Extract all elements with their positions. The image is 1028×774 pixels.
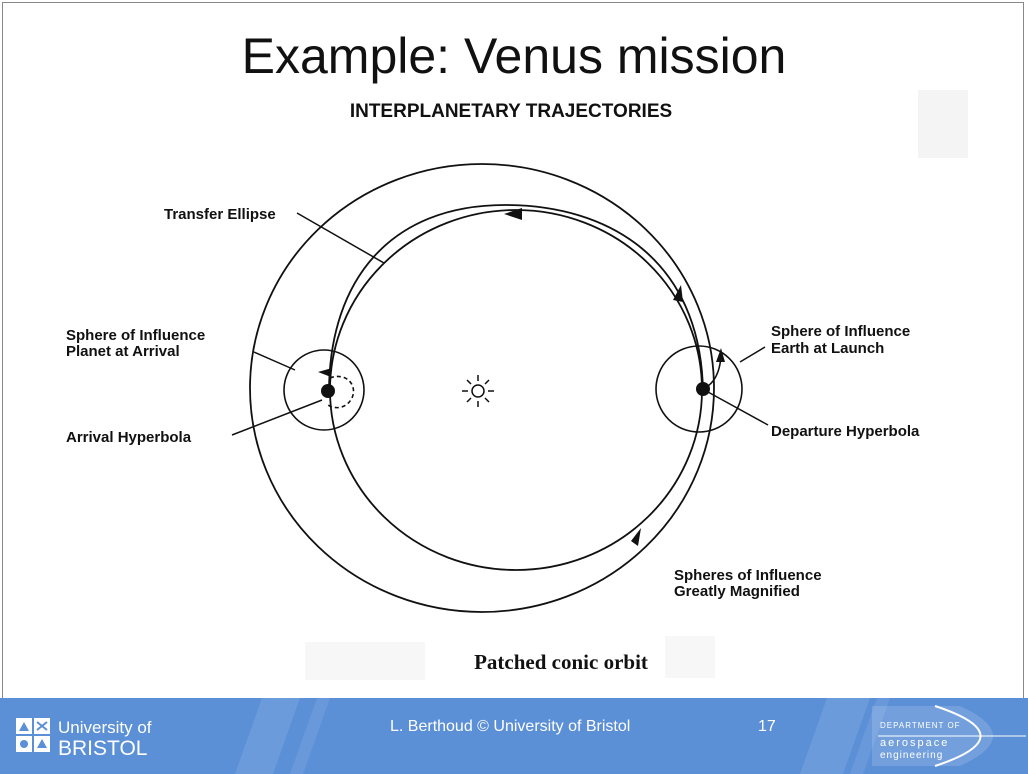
university-name-line2: BRISTOL (58, 737, 147, 760)
venus-planet (321, 384, 335, 398)
scan-artifact (305, 642, 425, 680)
label-soi-launch-1: Sphere of Influence (771, 323, 910, 340)
arrival-arrow (318, 368, 332, 377)
earth-orbit (250, 164, 714, 612)
leader-departure-hyperbola (708, 392, 768, 425)
venus-orbit-arrow (673, 285, 683, 302)
footer-graphics: University of BRISTOL L. Berthoud © Univ… (0, 698, 1028, 774)
diagram-heading: INTERPLANETARY TRAJECTORIES (350, 101, 672, 122)
label-soi-arrival-1: Sphere of Influence (66, 327, 205, 344)
sun-icon (462, 375, 494, 407)
slide-number: 17 (758, 718, 776, 735)
department-line2: aerospace (880, 737, 949, 749)
department-line3: engineering (880, 750, 943, 761)
label-departure-hyperbola: Departure Hyperbola (771, 423, 920, 440)
trajectory-diagram: INTERPLANETARY TRAJECTORIES (0, 0, 1028, 698)
scan-artifact (918, 90, 968, 158)
university-name-line1: University of (58, 718, 152, 737)
footer-credit: L. Berthoud © University of Bristol (390, 718, 630, 735)
label-spheres-2: Greatly Magnified (674, 583, 800, 600)
department-line1: DEPARTMENT OF (880, 721, 961, 730)
label-soi-arrival-2: Planet at Arrival (66, 343, 180, 360)
leader-soi-arrival (254, 352, 295, 370)
label-transfer-ellipse: Transfer Ellipse (164, 206, 276, 223)
leader-soi-launch (740, 347, 765, 362)
diagram-caption: Patched conic orbit (474, 650, 648, 674)
scan-artifact (665, 636, 715, 678)
earth-planet (696, 382, 710, 396)
label-arrival-hyperbola: Arrival Hyperbola (66, 429, 192, 446)
label-soi-launch-2: Earth at Launch (771, 340, 884, 357)
transfer-ellipse-path (329, 205, 703, 390)
label-spheres-1: Spheres of Influence (674, 567, 822, 584)
leader-arrival-hyperbola (232, 400, 322, 435)
venus-orbit (330, 210, 702, 570)
footer-bar: University of BRISTOL L. Berthoud © Univ… (0, 698, 1028, 774)
